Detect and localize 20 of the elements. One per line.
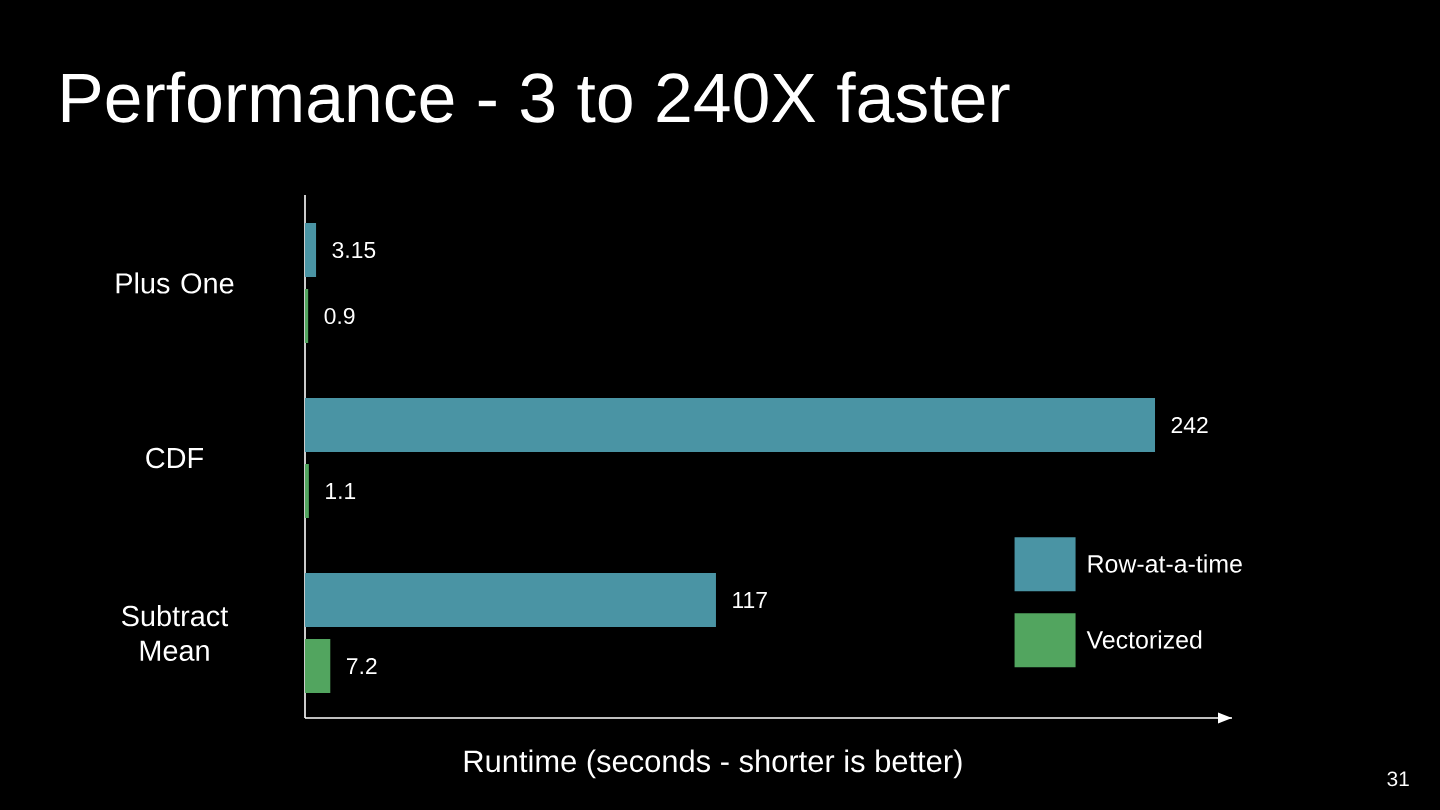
legend-label: Row-at-a-time (1088, 554, 1242, 573)
bar (305, 398, 1156, 452)
bar (305, 639, 331, 693)
bar (305, 222, 317, 277)
data-label: 117 (733, 592, 767, 608)
y-tick-label: Plus One (116, 272, 234, 294)
text: 31 (1387, 771, 1409, 787)
data-label: 7.2 (346, 658, 377, 674)
data-label: 242 (1171, 417, 1208, 433)
data-label: 1.1 (326, 483, 356, 499)
chart-title: Performance - 3 to 240X faster (62, 71, 1010, 123)
data-label: 0.9 (324, 307, 355, 325)
legend-label: Vectorized (1086, 630, 1202, 649)
y-tick-label: Subtract Mean (121, 605, 229, 661)
y-tick-label: CDF (146, 447, 203, 469)
bar (305, 289, 309, 343)
bar (305, 464, 309, 518)
x-axis-title: Runtime (seconds - shorter is better) (464, 749, 962, 779)
data-label: 3.15 (332, 241, 376, 259)
bar (305, 573, 716, 627)
